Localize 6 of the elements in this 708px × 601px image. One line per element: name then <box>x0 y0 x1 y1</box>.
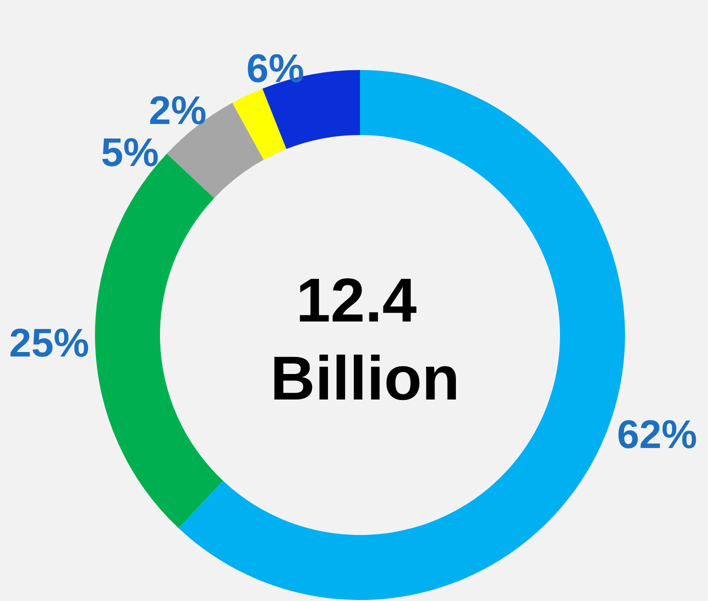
text: 12.4 Billion <box>270 266 460 414</box>
data-label: 25% <box>9 322 90 366</box>
data-label: 6% <box>246 46 304 91</box>
data-label: 2% <box>148 88 207 133</box>
data-label: 5% <box>100 130 159 175</box>
data-label: 62% <box>616 412 698 457</box>
